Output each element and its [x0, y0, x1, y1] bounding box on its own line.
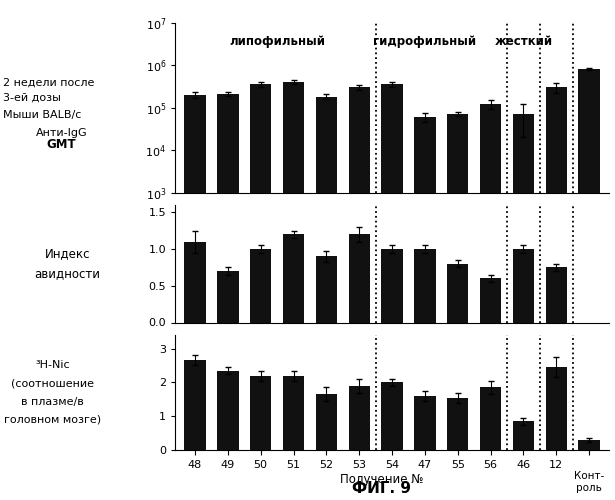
- Bar: [480, 388, 501, 450]
- Text: в плазме/в: в плазме/в: [21, 396, 84, 406]
- Bar: [480, 278, 501, 322]
- Bar: [250, 249, 271, 322]
- Bar: [184, 360, 205, 450]
- Bar: [546, 367, 567, 450]
- Bar: [447, 398, 469, 450]
- Bar: [480, 104, 501, 500]
- Bar: [381, 249, 403, 322]
- Bar: [283, 82, 304, 500]
- Bar: [415, 249, 435, 322]
- Bar: [415, 117, 435, 500]
- Bar: [447, 264, 469, 322]
- Bar: [415, 396, 435, 450]
- Text: жесткий: жесткий: [494, 36, 552, 49]
- Bar: [349, 87, 370, 500]
- Bar: [250, 376, 271, 450]
- Bar: [184, 242, 205, 322]
- Text: ФИГ. 9: ФИГ. 9: [352, 481, 411, 496]
- Text: GMT: GMT: [47, 138, 76, 151]
- Text: липофильный: липофильный: [229, 36, 325, 49]
- Text: Индекс: Индекс: [45, 247, 90, 260]
- Text: Мыши BALB/c: Мыши BALB/c: [3, 110, 81, 120]
- Bar: [315, 96, 337, 500]
- Bar: [513, 249, 534, 322]
- Bar: [315, 256, 337, 322]
- Text: 3-ей дозы: 3-ей дозы: [3, 92, 61, 102]
- Text: авидности: авидности: [34, 267, 101, 280]
- Bar: [546, 268, 567, 322]
- Text: гидрофильный: гидрофильный: [373, 36, 477, 49]
- Bar: [315, 394, 337, 450]
- Bar: [513, 421, 534, 450]
- Bar: [349, 386, 370, 450]
- Text: Получение №: Получение №: [339, 472, 423, 486]
- Text: Анти-IgG: Анти-IgG: [36, 128, 87, 138]
- Bar: [579, 69, 600, 500]
- Bar: [349, 234, 370, 322]
- Text: Конт-
роль: Конт- роль: [574, 471, 605, 492]
- Bar: [381, 382, 403, 450]
- Bar: [579, 440, 600, 450]
- Bar: [184, 94, 205, 500]
- Bar: [513, 114, 534, 500]
- Bar: [283, 234, 304, 322]
- Bar: [250, 84, 271, 500]
- Bar: [217, 271, 239, 322]
- Bar: [283, 376, 304, 450]
- Bar: [447, 114, 469, 500]
- Bar: [217, 370, 239, 450]
- Bar: [546, 87, 567, 500]
- Bar: [217, 94, 239, 500]
- Text: (соотношение: (соотношение: [11, 378, 93, 388]
- Text: 2 недели после: 2 недели после: [3, 78, 95, 88]
- Bar: [381, 84, 403, 500]
- Text: ³H-Nic: ³H-Nic: [35, 360, 69, 370]
- Text: головном мозге): головном мозге): [4, 415, 101, 425]
